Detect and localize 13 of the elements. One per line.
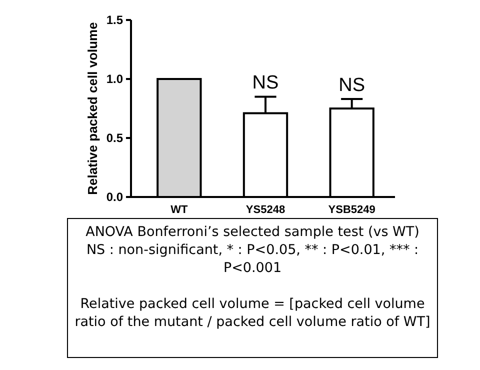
text: ANOVA Bonferroni’s selected sample test (vs WT) xyxy=(84,223,420,241)
x-tick-label: WT xyxy=(170,204,188,216)
y-tick-label: 1.0 xyxy=(106,72,124,86)
annotation: NS xyxy=(252,72,279,94)
y-axis-title: Relative packed cell volume xyxy=(85,22,100,195)
text: NS : non-significant, * : P<0.05, ** : P<0.01, *** : P<0.001 xyxy=(85,241,420,277)
y-tick-label: 0.0 xyxy=(106,190,124,204)
annotation: NS xyxy=(338,75,366,96)
text: Relative packed cell volume = [packed cell volume ratio of the mutant / packed cell volume ratio of WT] xyxy=(74,295,431,331)
x-tick-label: YSB5249 xyxy=(328,204,376,216)
y-tick-label: 1.5 xyxy=(106,13,124,28)
x-tick-label: YS5248 xyxy=(246,204,286,216)
y-tick-label: 0.5 xyxy=(106,131,124,146)
